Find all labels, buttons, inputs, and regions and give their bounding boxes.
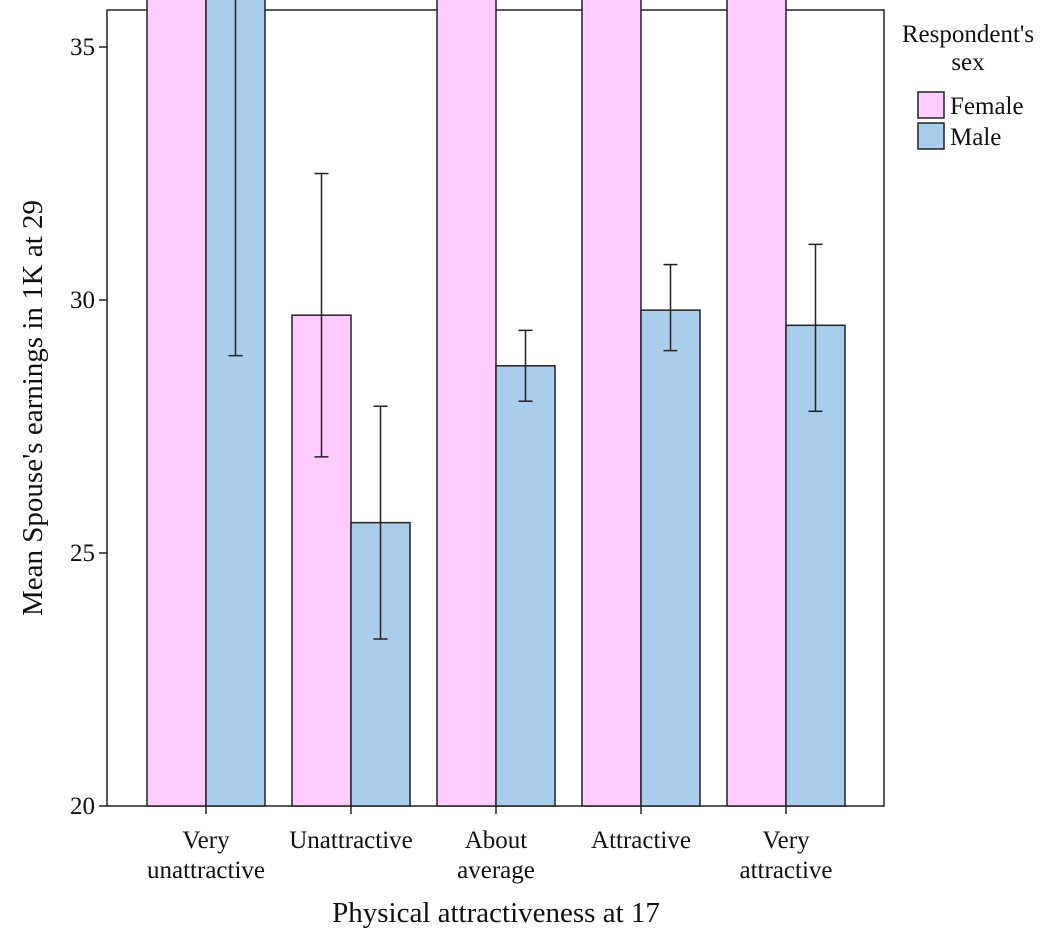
bar-male [640,309,701,807]
bar-female [436,0,497,807]
x-category-label: Very unattractive [147,827,265,884]
bar-female [581,0,642,807]
y-axis: 20253035404550 [70,34,107,820]
y-axis-title: Mean Spouse's earnings in 1K at 29 [17,200,49,616]
error-bars [228,0,823,640]
legend-label-female: Female [950,93,1024,120]
legend-label-male: Male [950,124,1001,151]
y-tick-label: 20 [70,793,95,820]
bar-female [726,0,787,807]
y-tick-label: 35 [70,34,95,61]
bar-male [495,365,556,807]
legend: Respondent's sex Female Male [902,21,1034,151]
x-category-label: About average [457,827,535,884]
y-tick-label: 25 [70,540,95,567]
legend-swatch-male [917,122,945,150]
bar-female [146,0,207,807]
bar-male [785,324,846,807]
bars [146,0,846,807]
x-category-label: Very attractive [740,827,833,884]
x-category-label: Unattractive [289,827,413,854]
x-category-label: Attractive [591,827,691,854]
x-axis: Very unattractive Unattractive About average… [147,806,833,884]
x-axis-title: Physical attractiveness at 17 [332,897,660,929]
legend-swatch-female [917,91,945,119]
y-tick-label: 30 [70,287,95,314]
legend-title: Respondent's sex [902,21,1034,76]
